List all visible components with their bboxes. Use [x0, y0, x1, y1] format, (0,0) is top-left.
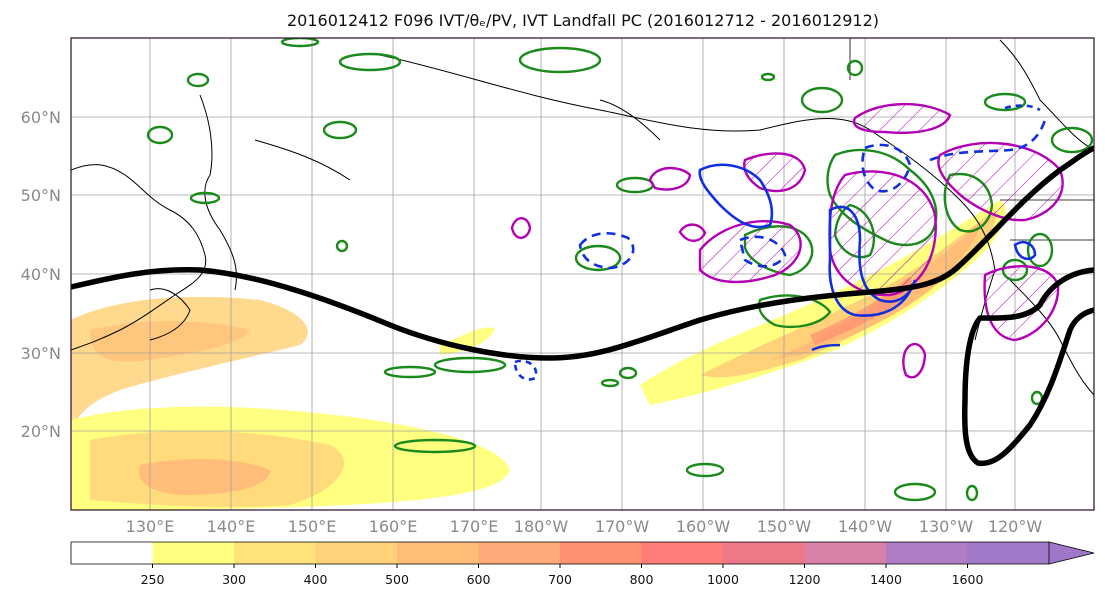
lon-label: 140°E — [207, 517, 256, 536]
pc-neg-solid-1 — [698, 163, 774, 229]
colorbar-tick-label: 1600 — [952, 572, 984, 587]
coast-asia — [71, 164, 207, 351]
pc-neg-dash-2 — [738, 235, 787, 268]
lat-label: 50°N — [21, 186, 61, 205]
pc-pos-3 — [828, 170, 937, 297]
lon-label: 160°E — [369, 517, 418, 536]
coast-sakhalin — [199, 94, 238, 291]
colorbar-bin — [315, 542, 398, 564]
lat-label: 30°N — [21, 344, 61, 363]
colorbar-bin — [804, 542, 887, 564]
theta-e-contours — [71, 145, 1094, 467]
lon-label: 120°W — [988, 517, 1043, 536]
colorbar-extend-arrow — [1048, 541, 1095, 565]
pc-pos-5 — [743, 152, 807, 193]
coast-north-america — [379, 54, 996, 341]
map-panel — [70, 37, 1095, 511]
coastlines — [71, 38, 1094, 396]
coast-aleutian — [599, 99, 661, 141]
lat-axis: 60°N 50°N 40°N 30°N 20°N — [21, 108, 61, 441]
lon-label: 170°E — [450, 517, 499, 536]
pc-negative — [513, 104, 1047, 381]
theta-e-main — [71, 145, 1094, 361]
colorbar-tick-label: 600 — [467, 572, 491, 587]
pc-pos-7 — [648, 166, 692, 191]
lon-label: 160°W — [676, 517, 731, 536]
pc-pos-6 — [698, 219, 802, 284]
lon-label: 180°W — [514, 517, 569, 536]
pc-positive — [510, 102, 1064, 379]
lon-label: 130°E — [126, 517, 175, 536]
lat-label: 40°N — [21, 265, 61, 284]
colorbar-bin — [152, 542, 235, 564]
pc-pos-1 — [852, 102, 952, 134]
theta-e-east — [961, 267, 1094, 467]
colorbar-bin — [478, 542, 561, 564]
lat-label: 60°N — [21, 108, 61, 127]
pc-pos-2 — [937, 141, 1064, 222]
colorbar-bin — [397, 542, 479, 564]
colorbar-bin — [641, 542, 724, 564]
ar-middle — [700, 210, 996, 378]
colorbar-tick-label: 1400 — [870, 572, 902, 587]
pc-neg-dash-4 — [929, 119, 1047, 162]
colorbar-tick-label: 500 — [385, 572, 409, 587]
colorbar-tick-label: 400 — [304, 572, 328, 587]
pc-pos-9 — [678, 223, 707, 242]
pc-pos-10 — [902, 342, 927, 379]
colorbar-bin — [234, 542, 316, 564]
colorbar-tick-label: 250 — [141, 572, 165, 587]
pc-neg-solid-2 — [828, 205, 917, 317]
pc-neg-dash-5 — [1004, 104, 1041, 112]
lon-axis: 130°E 140°E 150°E 160°E 170°E 180°W 170°… — [126, 517, 1043, 536]
colorbar-bin — [886, 542, 968, 564]
coast-japan — [149, 288, 191, 341]
ivt-core-west-asia — [90, 321, 250, 362]
pc-neg-small — [811, 343, 841, 352]
lon-label: 140°W — [838, 517, 893, 536]
colorbar-tick-label: 1200 — [789, 572, 821, 587]
ivt-region-south-max — [139, 458, 270, 495]
colorbar-bin — [967, 542, 1050, 564]
plot-title: 2016012412 F096 IVT/θₑ/PV, IVT Landfall … — [287, 11, 879, 30]
lon-label: 170°W — [595, 517, 650, 536]
ar-outer — [640, 200, 1006, 405]
colorbar-tick-label: 700 — [548, 572, 572, 587]
colorbar: 250 300 400 500 600 700 800 1000 1200 1400 1600 — [70, 541, 1095, 587]
pc-pos-8 — [510, 217, 532, 239]
pc-neg-solid-3 — [1013, 240, 1037, 261]
colorbar-tick-label: 1000 — [707, 572, 739, 587]
pc-pos-4 — [983, 265, 1060, 342]
colorbar-bin — [723, 542, 805, 564]
lon-label: 130°W — [919, 517, 974, 536]
colorbar-bin — [71, 542, 153, 564]
pc-neg-dash-3 — [861, 143, 912, 193]
coast-kamchatka — [254, 139, 351, 181]
lon-label: 150°W — [757, 517, 812, 536]
colorbar-tick-label: 800 — [630, 572, 654, 587]
colorbar-tick-label: 300 — [222, 572, 246, 587]
map-frame — [70, 37, 1095, 511]
coast-canada — [999, 39, 1094, 151]
lon-label: 150°E — [288, 517, 337, 536]
lat-label: 20°N — [21, 422, 61, 441]
colorbar-bin — [560, 542, 642, 564]
